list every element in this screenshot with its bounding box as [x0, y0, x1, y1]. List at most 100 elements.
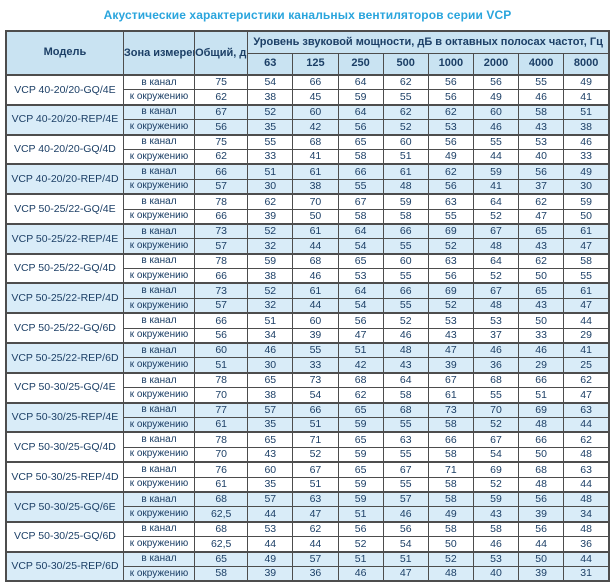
model-name: VCP 50-30/25-GQ/6E: [5, 490, 124, 523]
model-name: VCP 50-30/25-GQ/6D: [5, 520, 124, 552]
table-row: VCP 40-20/20-GQ/4E в канал 75 54 66 64 62 56 56 5…: [5, 74, 610, 106]
model-name: VCP 50-25/22-GQ/4D: [5, 252, 124, 284]
octave-band-value: 51: [518, 387, 565, 404]
octave-band-value: 62: [382, 74, 429, 91]
octave-band-value: 39: [427, 357, 474, 374]
octave-band-value: 52: [472, 268, 520, 284]
octave-band-value: 32: [247, 297, 294, 314]
model-name: VCP 50-25/22-REP/6D: [5, 342, 124, 374]
octave-band-value: 58: [427, 520, 474, 538]
octave-band-value: 33: [563, 148, 610, 165]
octave-band-value: 55: [382, 416, 429, 433]
octave-band-value: 49: [563, 74, 610, 91]
octave-band-value: 45: [292, 89, 339, 106]
octave-band-value: 46: [472, 119, 520, 136]
octave-band-value: 47: [563, 297, 610, 314]
octave-band-value: 66: [382, 222, 429, 240]
total-dba-value: 76: [194, 461, 249, 478]
octave-band-value: 47: [518, 208, 565, 225]
octave-band-value: 52: [247, 222, 294, 240]
octave-band-value: 65: [518, 222, 565, 240]
octave-band-value: 47: [292, 506, 339, 523]
octave-band-value: 58: [427, 490, 474, 508]
octave-band-value: 62: [563, 371, 610, 389]
octave-band-value: 67: [292, 461, 339, 478]
table-row: VCP 40-20/20-GQ/4D в канал 75 55 68 65 60 56 55 5…: [5, 133, 610, 165]
octave-band-value: 43: [382, 357, 429, 374]
octave-band-value: 53: [427, 312, 474, 329]
octave-band-value: 63: [382, 431, 429, 448]
column-header-freq-4000: 4000: [518, 53, 565, 76]
octave-band-value: 55: [247, 133, 294, 150]
measurement-zone-label: к окружению: [122, 536, 196, 552]
octave-band-value: 46: [382, 506, 429, 523]
total-dba-value: 56: [194, 327, 249, 344]
octave-band-value: 40: [472, 565, 520, 582]
octave-band-value: 49: [247, 550, 294, 567]
octave-band-value: 50: [427, 536, 474, 552]
octave-band-value: 59: [563, 193, 610, 210]
octave-band-value: 58: [563, 252, 610, 270]
octave-band-value: 57: [247, 490, 294, 508]
octave-band-value: 56: [427, 268, 474, 284]
octave-band-value: 47: [427, 342, 474, 359]
table-row: к окружению 61 35 51 59 55 58 52 48 44: [6, 416, 610, 433]
octave-band-value: 58: [337, 148, 384, 165]
octave-band-value: 61: [292, 282, 339, 299]
octave-band-value: 69: [427, 282, 474, 299]
octave-band-value: 42: [337, 357, 384, 374]
measurement-zone-label: в канал: [122, 342, 196, 359]
octave-band-value: 51: [292, 416, 339, 433]
octave-band-value: 61: [292, 222, 339, 240]
octave-band-value: 62: [518, 193, 565, 210]
octave-band-value: 62: [337, 387, 384, 404]
octave-band-value: 56: [427, 89, 474, 106]
octave-band-value: 52: [472, 208, 520, 225]
octave-band-value: 66: [427, 431, 474, 448]
measurement-zone-label: к окружению: [122, 446, 196, 463]
octave-band-value: 64: [337, 74, 384, 91]
table-row: к окружению 51 30 33 42 43 39 36 29 25: [6, 357, 610, 374]
octave-band-value: 64: [337, 103, 384, 121]
octave-band-value: 54: [382, 536, 429, 552]
column-header-model: Модель: [5, 30, 124, 76]
octave-band-value: 60: [292, 103, 339, 121]
acoustic-characteristics-table: Модель Зона измерения Общий, дБА Уровень…: [5, 30, 610, 582]
total-dba-value: 73: [194, 222, 249, 240]
measurement-zone-label: к окружению: [122, 476, 196, 493]
total-dba-value: 62,5: [194, 506, 249, 523]
octave-band-value: 39: [518, 565, 565, 582]
octave-band-value: 51: [247, 163, 294, 180]
column-header-total-dba: Общий, дБА: [194, 30, 249, 76]
octave-band-value: 48: [563, 490, 610, 508]
measurement-zone-label: в канал: [122, 490, 196, 508]
octave-band-value: 68: [518, 461, 565, 478]
octave-band-value: 46: [292, 268, 339, 284]
octave-band-value: 58: [382, 208, 429, 225]
octave-band-value: 30: [563, 178, 610, 195]
total-dba-value: 62: [194, 89, 249, 106]
octave-band-value: 65: [337, 431, 384, 448]
table-row: VCP 50-30/25-GQ/6D в канал 68 53 62 56 56 58 58 5…: [5, 520, 610, 552]
table-row: VCP 50-25/22-REP/4E в канал 73 52 61 64 66 69 67…: [5, 222, 610, 255]
octave-band-value: 63: [427, 193, 474, 210]
octave-band-value: 52: [247, 103, 294, 121]
octave-band-value: 54: [292, 387, 339, 404]
octave-band-value: 58: [427, 476, 474, 493]
octave-band-value: 63: [563, 401, 610, 418]
octave-band-value: 66: [337, 163, 384, 180]
octave-band-value: 44: [563, 550, 610, 567]
octave-band-value: 56: [337, 312, 384, 329]
octave-band-value: 60: [472, 103, 520, 121]
octave-band-value: 69: [472, 461, 520, 478]
octave-band-value: 49: [472, 89, 520, 106]
octave-band-value: 66: [518, 431, 565, 448]
octave-band-value: 52: [472, 476, 520, 493]
octave-band-value: 47: [337, 327, 384, 344]
octave-band-value: 44: [472, 148, 520, 165]
octave-band-value: 56: [337, 520, 384, 538]
table-row: к окружению 70 38 54 62 58 61 55 51 47: [6, 387, 610, 404]
table-row: к окружению 70 43 52 59 55 58 54 50 48: [6, 446, 610, 463]
measurement-zone-label: в канал: [122, 312, 196, 329]
octave-band-value: 41: [563, 342, 610, 359]
